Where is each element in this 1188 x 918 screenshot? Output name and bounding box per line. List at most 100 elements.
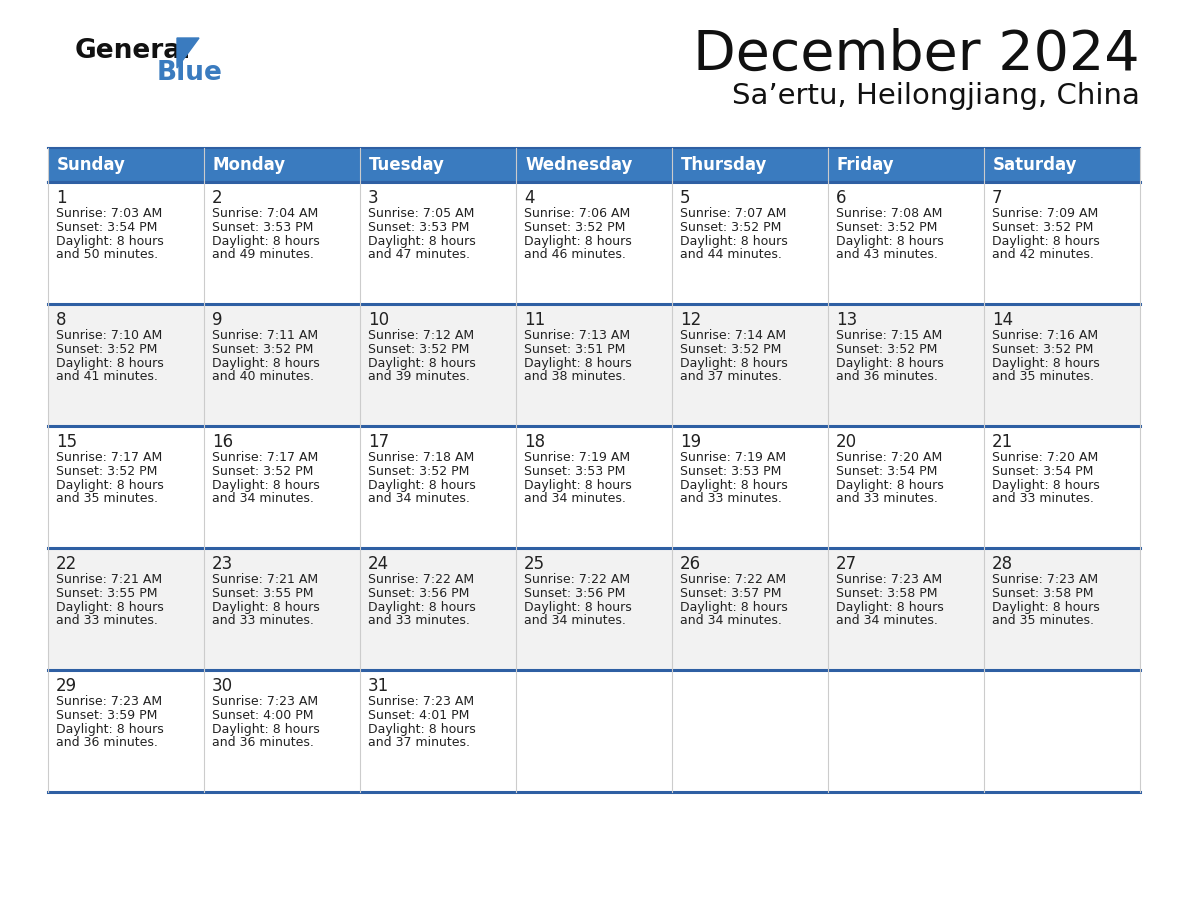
Text: Sunset: 3:53 PM: Sunset: 3:53 PM — [368, 221, 469, 234]
Text: Daylight: 8 hours: Daylight: 8 hours — [56, 478, 164, 492]
Text: Daylight: 8 hours: Daylight: 8 hours — [56, 600, 164, 613]
Text: and 34 minutes.: and 34 minutes. — [211, 492, 314, 506]
Text: Sunrise: 7:22 AM: Sunrise: 7:22 AM — [524, 573, 630, 586]
Text: Daylight: 8 hours: Daylight: 8 hours — [368, 722, 475, 735]
Bar — [204, 148, 360, 182]
Text: and 36 minutes.: and 36 minutes. — [211, 736, 314, 749]
Bar — [984, 304, 1140, 426]
Bar — [984, 182, 1140, 304]
Bar — [48, 148, 204, 182]
Text: 19: 19 — [680, 433, 701, 451]
Bar — [828, 304, 984, 426]
Bar — [516, 304, 672, 426]
Text: 11: 11 — [524, 311, 545, 329]
Bar — [516, 548, 672, 670]
Polygon shape — [177, 38, 200, 68]
Text: Sunset: 3:58 PM: Sunset: 3:58 PM — [836, 587, 937, 599]
Text: Sunrise: 7:16 AM: Sunrise: 7:16 AM — [992, 329, 1098, 342]
Text: Sunset: 3:52 PM: Sunset: 3:52 PM — [56, 465, 157, 477]
Text: 26: 26 — [680, 555, 701, 573]
Text: Sunset: 3:52 PM: Sunset: 3:52 PM — [368, 342, 469, 356]
Text: Sunset: 3:53 PM: Sunset: 3:53 PM — [211, 221, 314, 234]
Text: Daylight: 8 hours: Daylight: 8 hours — [56, 722, 164, 735]
Text: 13: 13 — [836, 311, 858, 329]
Text: Sunrise: 7:22 AM: Sunrise: 7:22 AM — [680, 573, 786, 586]
Text: and 35 minutes.: and 35 minutes. — [992, 370, 1094, 384]
Text: Sunrise: 7:20 AM: Sunrise: 7:20 AM — [836, 451, 942, 464]
Text: Daylight: 8 hours: Daylight: 8 hours — [992, 356, 1100, 370]
Text: Thursday: Thursday — [681, 156, 767, 174]
Bar — [828, 182, 984, 304]
Bar — [360, 670, 516, 792]
Bar — [516, 182, 672, 304]
Text: Sunset: 4:00 PM: Sunset: 4:00 PM — [211, 709, 314, 722]
Bar — [204, 304, 360, 426]
Text: Sunset: 3:56 PM: Sunset: 3:56 PM — [524, 587, 625, 599]
Bar — [672, 148, 828, 182]
Text: and 33 minutes.: and 33 minutes. — [211, 614, 314, 627]
Text: Daylight: 8 hours: Daylight: 8 hours — [992, 478, 1100, 492]
Text: and 37 minutes.: and 37 minutes. — [368, 736, 470, 749]
Text: Tuesday: Tuesday — [369, 156, 444, 174]
Text: Sunset: 3:52 PM: Sunset: 3:52 PM — [524, 221, 625, 234]
Text: Sunset: 3:52 PM: Sunset: 3:52 PM — [836, 221, 937, 234]
Text: Daylight: 8 hours: Daylight: 8 hours — [836, 356, 943, 370]
Text: and 49 minutes.: and 49 minutes. — [211, 249, 314, 262]
Text: 30: 30 — [211, 677, 233, 695]
Text: Sunrise: 7:03 AM: Sunrise: 7:03 AM — [56, 207, 163, 220]
Text: Daylight: 8 hours: Daylight: 8 hours — [524, 600, 632, 613]
Text: Sunset: 3:51 PM: Sunset: 3:51 PM — [524, 342, 625, 356]
Text: and 35 minutes.: and 35 minutes. — [992, 614, 1094, 627]
Bar — [672, 304, 828, 426]
Bar — [48, 304, 204, 426]
Bar — [672, 182, 828, 304]
Text: Daylight: 8 hours: Daylight: 8 hours — [368, 478, 475, 492]
Text: 3: 3 — [368, 189, 379, 207]
Text: Sunrise: 7:23 AM: Sunrise: 7:23 AM — [368, 695, 474, 708]
Text: Sunrise: 7:23 AM: Sunrise: 7:23 AM — [836, 573, 942, 586]
Bar — [516, 426, 672, 548]
Bar — [204, 182, 360, 304]
Text: Sunset: 3:52 PM: Sunset: 3:52 PM — [992, 342, 1093, 356]
Text: 1: 1 — [56, 189, 67, 207]
Text: and 41 minutes.: and 41 minutes. — [56, 370, 158, 384]
Text: Sunrise: 7:13 AM: Sunrise: 7:13 AM — [524, 329, 630, 342]
Text: and 36 minutes.: and 36 minutes. — [56, 736, 158, 749]
Bar — [828, 426, 984, 548]
Text: Sunset: 3:52 PM: Sunset: 3:52 PM — [211, 465, 314, 477]
Text: Daylight: 8 hours: Daylight: 8 hours — [680, 478, 788, 492]
Text: 31: 31 — [368, 677, 390, 695]
Text: 4: 4 — [524, 189, 535, 207]
Text: and 44 minutes.: and 44 minutes. — [680, 249, 782, 262]
Text: Daylight: 8 hours: Daylight: 8 hours — [680, 356, 788, 370]
Bar — [360, 304, 516, 426]
Text: Sunrise: 7:07 AM: Sunrise: 7:07 AM — [680, 207, 786, 220]
Text: Sunrise: 7:23 AM: Sunrise: 7:23 AM — [56, 695, 162, 708]
Text: Daylight: 8 hours: Daylight: 8 hours — [211, 478, 320, 492]
Text: and 34 minutes.: and 34 minutes. — [368, 492, 470, 506]
Text: Sunrise: 7:20 AM: Sunrise: 7:20 AM — [992, 451, 1098, 464]
Text: Sunset: 3:53 PM: Sunset: 3:53 PM — [524, 465, 625, 477]
Text: Sunset: 3:54 PM: Sunset: 3:54 PM — [992, 465, 1093, 477]
Text: 2: 2 — [211, 189, 222, 207]
Text: 23: 23 — [211, 555, 233, 573]
Text: Sunday: Sunday — [57, 156, 126, 174]
Text: 9: 9 — [211, 311, 222, 329]
Text: and 35 minutes.: and 35 minutes. — [56, 492, 158, 506]
Text: and 34 minutes.: and 34 minutes. — [524, 614, 626, 627]
Text: and 33 minutes.: and 33 minutes. — [992, 492, 1094, 506]
Text: Sunrise: 7:06 AM: Sunrise: 7:06 AM — [524, 207, 631, 220]
Bar — [984, 548, 1140, 670]
Text: Sa’ertu, Heilongjiang, China: Sa’ertu, Heilongjiang, China — [732, 82, 1140, 110]
Text: Sunrise: 7:08 AM: Sunrise: 7:08 AM — [836, 207, 942, 220]
Text: Sunrise: 7:23 AM: Sunrise: 7:23 AM — [211, 695, 318, 708]
Text: 15: 15 — [56, 433, 77, 451]
Text: Sunrise: 7:12 AM: Sunrise: 7:12 AM — [368, 329, 474, 342]
Text: Blue: Blue — [157, 60, 223, 86]
Text: Sunset: 3:52 PM: Sunset: 3:52 PM — [368, 465, 469, 477]
Bar — [48, 548, 204, 670]
Text: Sunset: 3:59 PM: Sunset: 3:59 PM — [56, 709, 157, 722]
Text: Sunrise: 7:18 AM: Sunrise: 7:18 AM — [368, 451, 474, 464]
Text: Wednesday: Wednesday — [525, 156, 632, 174]
Text: Sunset: 3:56 PM: Sunset: 3:56 PM — [368, 587, 469, 599]
